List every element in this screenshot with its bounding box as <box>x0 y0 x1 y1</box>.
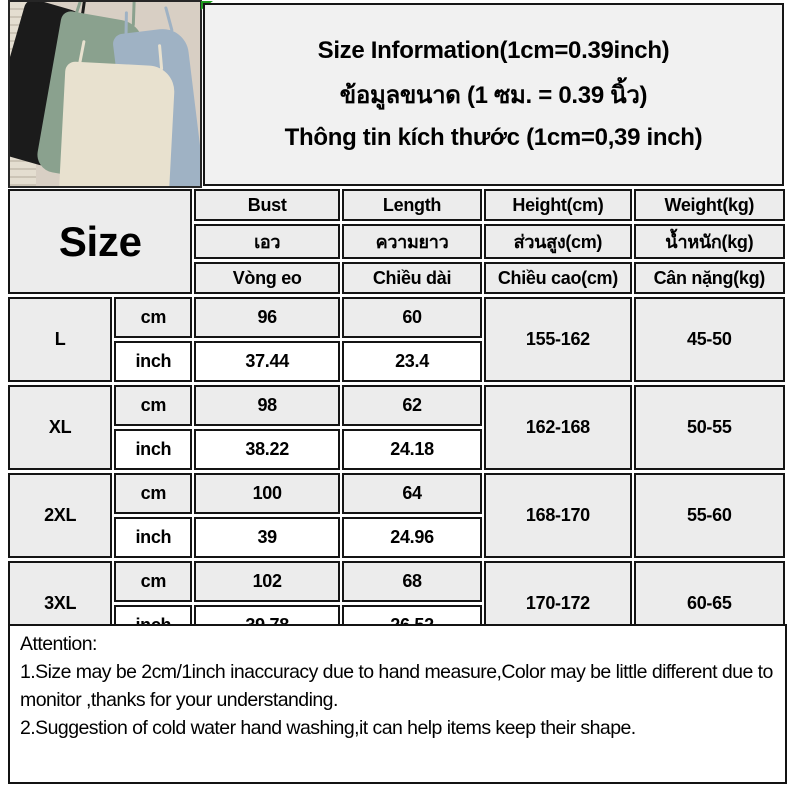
camisole-cream <box>58 39 176 186</box>
size-label-XL: XL <box>8 385 113 470</box>
col-header-length-en: Length <box>341 189 483 221</box>
col-header-length-vi: Chiều dài <box>341 262 483 294</box>
col-header-height-vi: Chiều cao(cm) <box>484 262 632 294</box>
L-bust-inch: 37.44 <box>194 341 340 382</box>
header-row-th: เอว ความยาว ส่วนสูง(cm) น้ำหนัก(kg) <box>8 224 785 259</box>
L-length-cm: 60 <box>341 297 483 338</box>
L-weight: 45-50 <box>633 297 785 382</box>
table-row: inch 37.44 23.4 <box>8 341 785 382</box>
camisole-body <box>58 61 176 186</box>
product-photo <box>8 0 202 188</box>
unit-cm: cm <box>114 385 193 426</box>
col-header-length-th: ความยาว <box>341 224 483 259</box>
col-header-height-th: ส่วนสูง(cm) <box>484 224 632 259</box>
size-label-2XL: 2XL <box>8 473 113 558</box>
2XL-weight: 55-60 <box>633 473 785 558</box>
table-row: L cm 96 60 155-162 45-50 <box>8 297 785 382</box>
attention-note-1: 1.Size may be 2cm/1inch inaccuracy due t… <box>20 661 773 711</box>
unit-inch: inch <box>114 429 193 470</box>
unit-inch: inch <box>114 517 193 558</box>
title-vietnamese: Thông tin kích thước (1cm=0,39 inch) <box>284 124 703 151</box>
unit-cm: cm <box>114 561 193 602</box>
header-row-vi: Vòng eo Chiều dài Chiều cao(cm) Cân nặng… <box>8 262 785 294</box>
table-row: XL cm 98 62 162-168 50-55 <box>8 385 785 470</box>
col-header-bust-vi: Vòng eo <box>194 262 340 294</box>
XL-height: 162-168 <box>484 385 632 470</box>
size-table: Size Bust Length Height(cm) Weight(kg) เ… <box>6 186 787 649</box>
XL-length-inch: 24.18 <box>341 429 483 470</box>
col-header-weight-en: Weight(kg) <box>633 189 785 221</box>
XL-bust-inch: 38.22 <box>194 429 340 470</box>
L-height: 155-162 <box>484 297 632 382</box>
3XL-length-cm: 68 <box>341 561 483 602</box>
XL-bust-cm: 98 <box>194 385 340 426</box>
2XL-height: 168-170 <box>484 473 632 558</box>
title-box: Size Information(1cm=0.39inch) ข้อมูลขนา… <box>203 3 784 186</box>
col-header-weight-vi: Cân nặng(kg) <box>633 262 785 294</box>
size-header-cell: Size <box>8 189 193 294</box>
unit-cm: cm <box>114 473 193 514</box>
table-row: 3XL cm 102 68 170-172 60-65 <box>8 561 785 646</box>
XL-length-cm: 62 <box>341 385 483 426</box>
strap <box>131 2 136 27</box>
attention-note-2: 2.Suggestion of cold water hand washing,… <box>20 717 636 739</box>
2XL-bust-cm: 100 <box>194 473 340 514</box>
col-header-bust-th: เอว <box>194 224 340 259</box>
title-thai: ข้อมูลขนาด (1 ซม. = 0.39 นิ้ว) <box>339 82 648 109</box>
col-header-height-en: Height(cm) <box>484 189 632 221</box>
L-length-inch: 23.4 <box>341 341 483 382</box>
2XL-length-inch: 24.96 <box>341 517 483 558</box>
header-row-en: Size Bust Length Height(cm) Weight(kg) <box>8 189 785 294</box>
col-header-weight-th: น้ำหนัก(kg) <box>633 224 785 259</box>
table-row: inch 39 24.96 <box>8 517 785 558</box>
XL-weight: 50-55 <box>633 385 785 470</box>
2XL-bust-inch: 39 <box>194 517 340 558</box>
2XL-length-cm: 64 <box>341 473 483 514</box>
attention-heading: Attention: <box>20 633 97 655</box>
size-label-L: L <box>8 297 113 382</box>
strap <box>124 11 128 38</box>
unit-cm: cm <box>114 297 193 338</box>
3XL-bust-cm: 102 <box>194 561 340 602</box>
table-row: 2XL cm 100 64 168-170 55-60 <box>8 473 785 558</box>
table-row: inch 38.22 24.18 <box>8 429 785 470</box>
unit-inch: inch <box>114 341 193 382</box>
attention-section: Attention: 1.Size may be 2cm/1inch inacc… <box>8 624 787 784</box>
col-header-bust-en: Bust <box>194 189 340 221</box>
L-bust-cm: 96 <box>194 297 340 338</box>
title-english: Size Information(1cm=0.39inch) <box>317 37 670 64</box>
